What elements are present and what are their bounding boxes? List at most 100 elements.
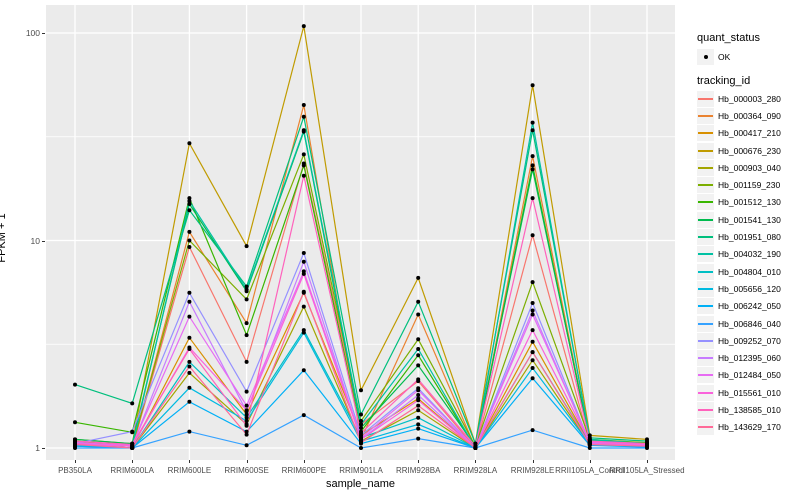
- data-point: [73, 446, 77, 450]
- data-point: [301, 163, 306, 168]
- x-tick-label: RRIM928LA: [453, 466, 498, 475]
- data-point: [187, 202, 192, 206]
- data-point: [187, 385, 192, 390]
- x-tick-mark: [246, 460, 248, 463]
- data-point: [416, 398, 421, 403]
- y-tick-mark: [42, 240, 45, 242]
- legend-label: Hb_001512_130: [718, 197, 781, 208]
- data-point: [530, 312, 535, 317]
- data-point: [244, 297, 249, 302]
- legend-label: Hb_006242_050: [718, 301, 781, 312]
- legend-item-Hb_001159_230: Hb_001159_230: [697, 177, 780, 194]
- legend-item-Hb_012395_060: Hb_012395_060: [697, 350, 781, 367]
- data-point: [587, 442, 592, 447]
- legend-item-Hb_000676_230: Hb_000676_230: [697, 142, 781, 159]
- data-point: [530, 196, 535, 201]
- data-point: [187, 399, 192, 404]
- line-swatch-icon: [697, 367, 714, 384]
- data-point: [130, 401, 135, 406]
- data-point: [473, 446, 478, 450]
- x-tick-label: RRIM928BA: [395, 466, 441, 475]
- legend-item-Hb_143629_170: Hb_143629_170: [697, 419, 781, 436]
- data-point: [416, 363, 421, 368]
- data-point: [416, 275, 421, 280]
- data-point: [73, 420, 77, 425]
- legend-item-ok: OK: [697, 48, 730, 65]
- data-point: [130, 442, 135, 447]
- data-point: [587, 439, 592, 444]
- data-point: [73, 439, 77, 444]
- data-point: [359, 388, 363, 393]
- x-tick-label: RRII105LA_Control: [555, 466, 625, 475]
- legend-title-quant-status: quant_status: [697, 32, 760, 44]
- line-swatch-icon: [697, 402, 714, 419]
- data-point: [301, 330, 306, 335]
- data-point: [301, 103, 306, 107]
- legend-label: Hb_012395_060: [718, 353, 781, 364]
- legend-label: Hb_004804_010: [718, 266, 781, 277]
- data-point: [187, 229, 192, 234]
- data-point: [359, 440, 363, 445]
- legend-item-Hb_000903_040: Hb_000903_040: [697, 159, 781, 176]
- data-point: [244, 359, 249, 364]
- legend-item-Hb_001512_130: Hb_001512_130: [697, 194, 781, 211]
- data-point: [359, 431, 363, 436]
- line-swatch-icon: [697, 90, 714, 107]
- plot-panel: [46, 5, 675, 460]
- data-point: [645, 444, 649, 449]
- x-tick-label: RRII105LA_Stressed: [609, 466, 685, 475]
- data-point: [187, 364, 192, 369]
- data-point: [187, 290, 192, 295]
- data-point: [244, 389, 249, 394]
- data-point: [530, 358, 535, 363]
- legend-label: OK: [718, 51, 731, 62]
- data-point: [130, 429, 135, 434]
- data-point: [301, 128, 306, 133]
- legend-label: Hb_138585_010: [718, 405, 781, 416]
- data-point: [301, 259, 306, 264]
- x-tick-mark: [589, 460, 591, 463]
- x-axis-title: sample_name: [325, 478, 396, 490]
- x-tick-label: RRIM928LE: [510, 466, 555, 475]
- data-point: [244, 423, 249, 428]
- data-point: [530, 280, 535, 285]
- data-point: [244, 443, 249, 448]
- data-point: [73, 382, 77, 387]
- legend-item-Hb_004032_190: Hb_004032_190: [697, 246, 781, 263]
- legend-label: Hb_143629_170: [718, 422, 781, 433]
- line-swatch-icon: [697, 125, 714, 142]
- data-point: [416, 403, 421, 408]
- data-point: [416, 312, 421, 317]
- legend-label: Hb_000003_280: [718, 93, 781, 104]
- data-point: [587, 446, 592, 450]
- legend-item-Hb_138585_010: Hb_138585_010: [697, 401, 781, 419]
- data-point: [301, 251, 306, 255]
- data-point: [359, 412, 363, 417]
- data-point: [187, 299, 192, 304]
- x-tick-label: RRIM600LA: [110, 466, 154, 475]
- data-point: [416, 377, 421, 382]
- line-swatch-icon: [697, 298, 714, 315]
- data-point: [187, 141, 192, 146]
- legend-label: Hb_004032_190: [718, 249, 781, 260]
- data-point: [530, 163, 535, 168]
- legend-label: Hb_012484_050: [718, 370, 781, 381]
- data-point: [416, 415, 421, 420]
- data-point: [416, 299, 421, 304]
- data-point: [244, 415, 249, 420]
- data-point: [530, 376, 535, 381]
- data-point: [187, 314, 192, 319]
- data-point: [301, 114, 306, 119]
- legend-label: Hb_001951_080: [718, 232, 781, 243]
- data-point: [187, 347, 192, 351]
- data-point: [416, 408, 421, 413]
- line-swatch-icon: [697, 229, 714, 246]
- chart-canvas: [46, 5, 675, 460]
- x-tick-mark: [75, 460, 76, 463]
- data-point: [244, 321, 249, 326]
- x-tick-label: PB350LA: [58, 466, 92, 475]
- legend-item-Hb_006846_040: Hb_006846_040: [697, 315, 781, 332]
- data-point: [244, 419, 249, 423]
- line-swatch-icon: [697, 419, 714, 436]
- data-point: [530, 366, 535, 370]
